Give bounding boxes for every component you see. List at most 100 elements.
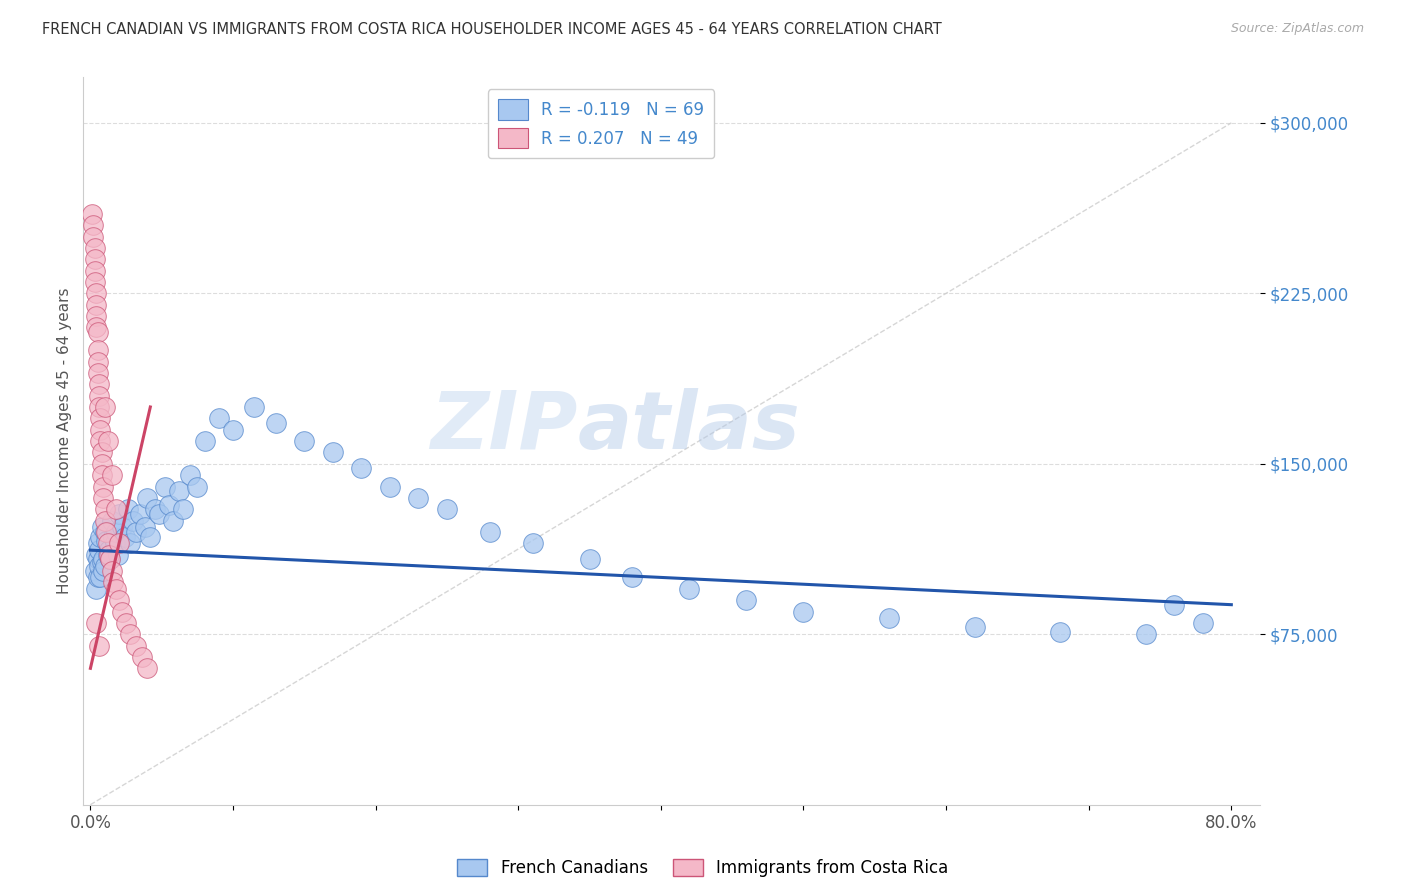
Point	[90, 457, 112, 471]
Point	[108, 536, 131, 550]
Y-axis label: Householder Income Ages 45 - 64 years: Householder Income Ages 45 - 64 years	[58, 288, 72, 594]
Point	[93, 514, 115, 528]
Point	[114, 529, 136, 543]
Point	[84, 320, 107, 334]
Point	[86, 354, 108, 368]
Point	[96, 536, 118, 550]
Point	[94, 524, 117, 539]
Point	[243, 400, 266, 414]
Point	[83, 263, 105, 277]
Point	[93, 502, 115, 516]
Point	[186, 479, 208, 493]
Point	[94, 534, 117, 549]
Point	[153, 479, 176, 493]
Point	[80, 207, 103, 221]
Point	[117, 502, 139, 516]
Point	[105, 524, 128, 539]
Point	[792, 605, 814, 619]
Point	[82, 218, 104, 232]
Text: atlas: atlas	[578, 387, 800, 466]
Point	[91, 564, 114, 578]
Point	[115, 615, 138, 630]
Text: FRENCH CANADIAN VS IMMIGRANTS FROM COSTA RICA HOUSEHOLDER INCOME AGES 45 - 64 YE: FRENCH CANADIAN VS IMMIGRANTS FROM COSTA…	[42, 22, 942, 37]
Point	[87, 543, 110, 558]
Point	[86, 325, 108, 339]
Point	[87, 389, 110, 403]
Point	[93, 559, 115, 574]
Point	[578, 552, 600, 566]
Point	[101, 564, 124, 578]
Point	[104, 536, 127, 550]
Point	[87, 400, 110, 414]
Point	[89, 423, 111, 437]
Point	[87, 377, 110, 392]
Point	[86, 536, 108, 550]
Point	[86, 570, 108, 584]
Point	[105, 582, 128, 596]
Point	[143, 502, 166, 516]
Point	[101, 514, 124, 528]
Point	[97, 543, 120, 558]
Point	[89, 529, 111, 543]
Point	[193, 434, 215, 448]
Point	[1049, 624, 1071, 639]
Point	[1191, 615, 1213, 630]
Point	[90, 445, 112, 459]
Point	[125, 639, 148, 653]
Point	[125, 524, 148, 539]
Point	[129, 507, 152, 521]
Point	[162, 514, 184, 528]
Point	[408, 491, 430, 505]
Point	[378, 479, 401, 493]
Point	[111, 605, 134, 619]
Point	[89, 434, 111, 448]
Point	[83, 252, 105, 267]
Point	[172, 502, 194, 516]
Point	[101, 468, 124, 483]
Point	[436, 502, 458, 516]
Legend: French Canadians, Immigrants from Costa Rica: French Canadians, Immigrants from Costa …	[451, 852, 955, 884]
Point	[84, 298, 107, 312]
Point	[222, 423, 245, 437]
Point	[139, 529, 162, 543]
Point	[208, 411, 231, 425]
Point	[86, 552, 108, 566]
Point	[1163, 598, 1185, 612]
Point	[108, 507, 131, 521]
Point	[83, 275, 105, 289]
Point	[84, 309, 107, 323]
Point	[87, 559, 110, 574]
Point	[877, 611, 900, 625]
Point	[735, 593, 758, 607]
Point	[93, 400, 115, 414]
Point	[107, 548, 129, 562]
Point	[84, 286, 107, 301]
Point	[87, 639, 110, 653]
Point	[1135, 627, 1157, 641]
Point	[621, 570, 644, 584]
Point	[89, 570, 111, 584]
Point	[96, 548, 118, 562]
Point	[100, 552, 122, 566]
Point	[82, 229, 104, 244]
Point	[105, 502, 128, 516]
Point	[120, 627, 142, 641]
Point	[91, 479, 114, 493]
Point	[108, 593, 131, 607]
Point	[322, 445, 344, 459]
Point	[86, 366, 108, 380]
Point	[120, 536, 142, 550]
Point	[84, 582, 107, 596]
Point	[90, 554, 112, 568]
Legend: R = -0.119   N = 69, R = 0.207   N = 49: R = -0.119 N = 69, R = 0.207 N = 49	[488, 89, 714, 159]
Point	[122, 514, 145, 528]
Point	[136, 491, 159, 505]
Point	[89, 411, 111, 425]
Point	[84, 548, 107, 562]
Text: Source: ZipAtlas.com: Source: ZipAtlas.com	[1230, 22, 1364, 36]
Point	[90, 468, 112, 483]
Point	[131, 649, 153, 664]
Point	[478, 524, 501, 539]
Point	[134, 520, 156, 534]
Point	[91, 552, 114, 566]
